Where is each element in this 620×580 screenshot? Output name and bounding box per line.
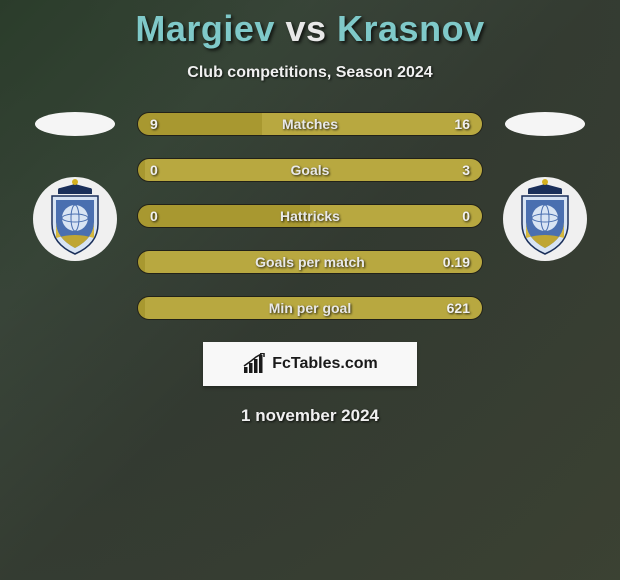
player1-avatar-placeholder [35,112,115,136]
stat-name: Goals [291,162,330,178]
player2-avatar-placeholder [505,112,585,136]
stat-right-value: 0 [462,208,470,224]
stat-right-value: 16 [454,116,470,132]
date-label: 1 november 2024 [0,406,620,426]
stat-name: Matches [282,116,338,132]
page-title: Margiev vs Krasnov [0,8,620,50]
fctables-label: FcTables.com [272,355,378,373]
stat-row: 0 0 Hattricks [137,204,483,228]
comparison-layout: 9 16 Matches 0 3 Goals 0 0 Hattricks 0.19 Goals pe… [0,112,620,320]
club-shield-icon [32,176,118,262]
stat-bar-left [138,297,145,319]
stat-left-value: 0 [150,208,158,224]
stat-right-value: 3 [462,162,470,178]
stat-row: 0.19 Goals per match [137,250,483,274]
stat-name: Hattricks [280,208,340,224]
stat-bar-left [138,251,145,273]
stat-left-value: 0 [150,162,158,178]
stat-left-value: 9 [150,116,158,132]
player1-club-badge [32,176,118,262]
stat-name: Goals per match [255,254,365,270]
right-player-col [495,112,595,262]
stat-row: 621 Min per goal [137,296,483,320]
stat-bar-left [138,159,145,181]
stat-right-value: 0.19 [443,254,470,270]
club-shield-icon [502,176,588,262]
stats-bars: 9 16 Matches 0 3 Goals 0 0 Hattricks 0.19 Goals pe… [137,112,483,320]
stat-name: Min per goal [269,300,351,316]
stat-row: 0 3 Goals [137,158,483,182]
stat-row: 9 16 Matches [137,112,483,136]
fctables-logo-icon [242,353,268,375]
player1-name: Margiev [135,8,275,49]
fctables-attribution[interactable]: FcTables.com [203,342,417,386]
left-player-col [25,112,125,262]
player2-name: Krasnov [337,8,485,49]
stat-right-value: 621 [447,300,470,316]
subtitle: Club competitions, Season 2024 [0,64,620,82]
player2-club-badge [502,176,588,262]
vs-text: vs [285,8,326,49]
